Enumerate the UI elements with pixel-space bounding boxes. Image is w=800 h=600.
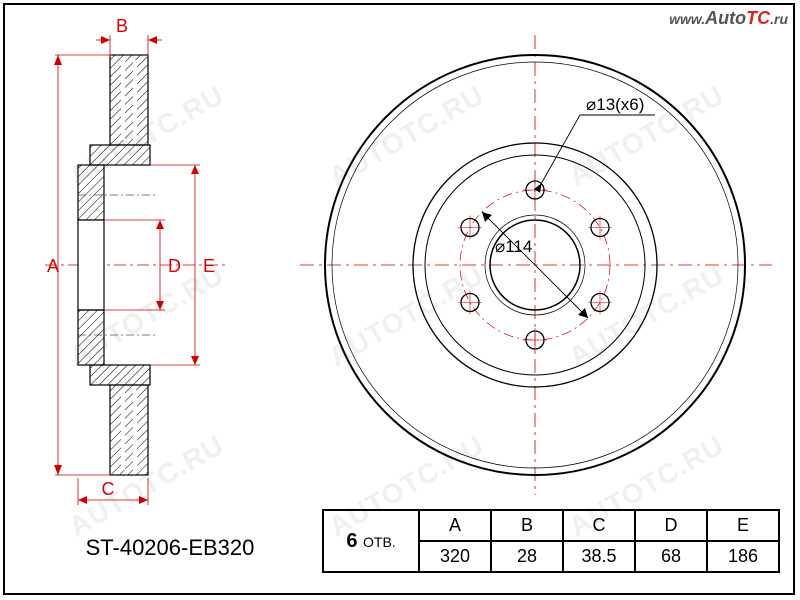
drawing-canvas: AUTOTC.RU AUTOTC.RU AUTOTC.RU AUTOTC.RU … xyxy=(0,0,800,600)
dimension-table: 6 ОТВ. A B C D E 320 28 38.5 68 186 xyxy=(322,509,780,573)
val-d: 68 xyxy=(635,541,707,572)
col-e: E xyxy=(707,510,779,541)
pcd-label: ⌀114 xyxy=(495,237,532,256)
holes-unit: ОТВ. xyxy=(363,534,396,550)
hub-upper xyxy=(78,165,104,220)
part-number: ST-40206-EB320 xyxy=(35,535,305,561)
hole-dia-leader: ⌀13(x6) xyxy=(541,95,655,184)
hub-lower xyxy=(78,310,104,365)
dim-d-label: D xyxy=(168,256,181,276)
val-e: 186 xyxy=(707,541,779,572)
hat-lower xyxy=(90,365,150,385)
dim-c: C xyxy=(78,478,148,505)
dim-b-label: B xyxy=(116,16,128,36)
dim-b: B xyxy=(96,16,162,57)
val-b: 28 xyxy=(491,541,563,572)
dim-c-label: C xyxy=(102,479,115,499)
dim-a-label: A xyxy=(47,256,59,276)
val-c: 38.5 xyxy=(563,541,635,572)
col-a: A xyxy=(419,510,491,541)
rotor-upper xyxy=(110,55,148,145)
val-a: 320 xyxy=(419,541,491,572)
col-b: B xyxy=(491,510,563,541)
dim-e-label: E xyxy=(203,256,215,276)
holes-count: 6 xyxy=(346,530,357,552)
rotor-lower xyxy=(110,385,148,475)
front-view: ⌀13(x6) ⌀114 xyxy=(300,35,772,495)
col-d: D xyxy=(635,510,707,541)
hole-dia-label: ⌀13(x6) xyxy=(586,95,644,114)
col-c: C xyxy=(563,510,635,541)
side-view: A B C xyxy=(0,16,268,505)
hat-upper xyxy=(90,145,150,165)
